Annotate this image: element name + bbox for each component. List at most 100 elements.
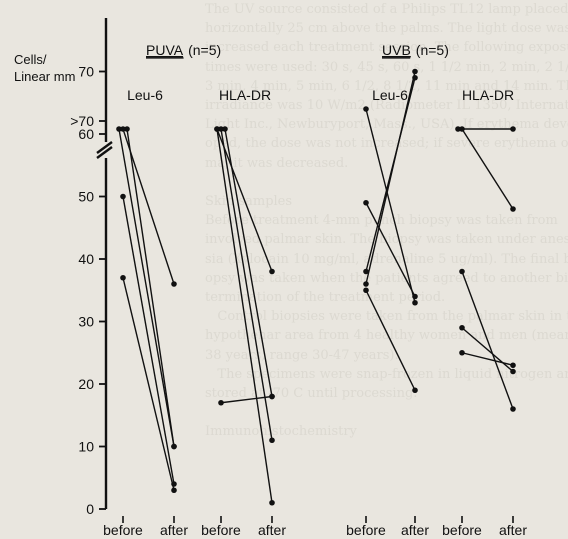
point-before — [459, 324, 465, 331]
point-after — [412, 74, 418, 81]
point-before — [459, 268, 465, 275]
y-tick-label: 60 — [78, 126, 94, 142]
pair-line — [461, 352, 514, 366]
pair-line — [461, 128, 514, 210]
point-before — [124, 126, 130, 132]
background-text-line: irradiance was 10 W/m2 (Radiometer IL 13… — [205, 98, 568, 113]
point-after — [171, 481, 177, 487]
point-after — [412, 293, 418, 300]
point-after — [412, 68, 418, 75]
y-tick-label: 20 — [78, 376, 94, 392]
background-text-line: oped, the dose was not increased; if sev… — [205, 136, 568, 152]
point-before — [120, 193, 126, 200]
point-after — [269, 393, 275, 400]
pair-line — [220, 128, 273, 441]
pair-line — [216, 128, 273, 503]
background-text-line: hypothenar area from 4 healthy women and… — [205, 328, 568, 344]
point-before — [459, 349, 465, 356]
point-before — [363, 287, 369, 294]
x-tick-label: after — [401, 522, 429, 538]
point-before — [363, 281, 369, 287]
point-after — [269, 268, 275, 275]
x-tick-label: before — [201, 522, 241, 538]
point-after — [510, 362, 516, 369]
pair-line — [365, 108, 416, 303]
pair-line — [365, 77, 416, 272]
x-tick-label: before — [103, 522, 143, 538]
pair-line — [118, 128, 175, 447]
data-points — [116, 68, 516, 506]
point-after — [269, 499, 275, 506]
pair-line — [216, 128, 273, 272]
point-after — [412, 387, 418, 394]
y-tick-label: 30 — [78, 314, 94, 330]
pair-line — [122, 196, 175, 485]
point-before — [363, 106, 369, 112]
background-text-line: horizontally 25 cm above the palms. The … — [205, 21, 568, 37]
y-tick-label: 70 — [78, 64, 94, 80]
point-before — [222, 126, 228, 132]
pair-line — [220, 395, 273, 404]
point-after — [412, 299, 418, 306]
axis-break-mark — [96, 146, 113, 159]
background-text-line: increased each treatment session. The fo… — [205, 40, 568, 56]
point-before — [120, 126, 126, 132]
background-text-line: Immunohistochemistry — [205, 424, 357, 440]
series-lines — [118, 71, 514, 503]
panel-label: Leu-6 — [127, 87, 163, 103]
point-before — [120, 274, 126, 281]
point-before — [363, 199, 369, 206]
y-axis-title-line1: Cells/ — [14, 52, 47, 67]
point-before — [459, 126, 465, 132]
x-tick-label: after — [499, 522, 527, 538]
pair-line — [122, 277, 175, 491]
x-tick-label: after — [160, 522, 188, 538]
background-text-line: sia (Xylocain 10 mg/ml, adrenaline 5 ug/… — [205, 251, 568, 267]
point-before — [214, 126, 220, 132]
point-after — [171, 487, 177, 494]
pair-line — [461, 271, 514, 410]
y-tick-label: 50 — [78, 189, 94, 205]
point-before — [218, 399, 224, 406]
x-tick-label: after — [258, 522, 286, 538]
point-after — [510, 406, 516, 412]
background-text-line: 38 years, range 30-47 years). — [205, 347, 399, 363]
background-text-line: opsy was taken when the patients agreed … — [205, 270, 568, 286]
background-text-line: Control biopsies were taken from the pal… — [205, 309, 568, 325]
x-tick-label: before — [346, 522, 386, 538]
background-text-line: times were used: 30 s, 45 s, 60 s, 1 1/2… — [205, 59, 568, 75]
point-after — [269, 437, 275, 444]
axis-break-mark — [96, 141, 113, 154]
panel-label: HLA-DR — [219, 87, 271, 103]
x-tick-label: before — [442, 522, 482, 538]
pair-line — [365, 289, 416, 391]
background-text-line: stored at -70 C until processing. — [205, 386, 418, 401]
chart-labels: Cells/Linear mm before after before after bef… — [14, 42, 527, 538]
point-after — [171, 443, 177, 450]
point-before — [363, 268, 369, 275]
y-tick-label: 0 — [86, 501, 94, 517]
point-after — [510, 206, 516, 212]
point-after — [171, 281, 177, 287]
group-header: UVB (n=5) — [382, 42, 449, 58]
point-after — [510, 368, 516, 375]
y-tick-label: 10 — [78, 439, 94, 455]
background-text-line: termination of the treatment period. — [205, 290, 446, 305]
y-tick-label: 40 — [78, 251, 94, 267]
y-top-tick-label: >70 — [70, 113, 94, 129]
panel-label: Leu-6 — [372, 87, 408, 103]
background-text-line: The UV source consisted of a Philips TL1… — [205, 2, 568, 17]
point-before — [116, 126, 122, 132]
panel-label: HLA-DR — [462, 87, 514, 103]
background-text-line: Before treatment 4-mm punch biopsy was t… — [205, 213, 558, 229]
y-axis-title-line2: Linear mm — [14, 69, 75, 84]
pair-line — [461, 327, 514, 373]
pair-line — [365, 202, 416, 297]
pair-line — [122, 128, 175, 285]
pair-line — [365, 71, 416, 285]
background-text-line: ma, it was decreased. — [205, 155, 349, 171]
group-header: PUVA (n=5) — [146, 42, 221, 58]
